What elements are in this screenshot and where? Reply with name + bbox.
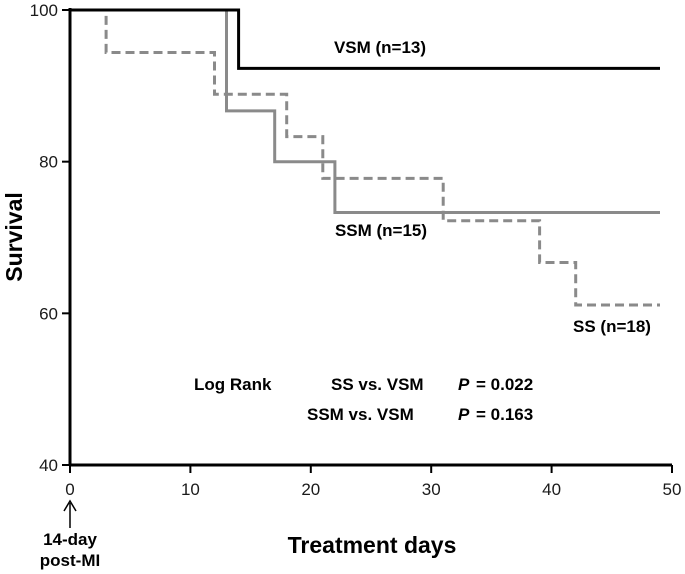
log-rank-label: Log Rank bbox=[194, 375, 272, 394]
series-label-ssm: SSM (n=15) bbox=[335, 221, 427, 240]
start-marker-label-line2: post-MI bbox=[40, 551, 100, 570]
series-label-ss: SS (n=18) bbox=[573, 317, 651, 336]
series-line-ss bbox=[70, 8, 660, 307]
series-label-vsm: VSM (n=13) bbox=[334, 38, 426, 57]
x-axis-title: Treatment days bbox=[288, 532, 457, 558]
x-tick-label-0: 0 bbox=[65, 480, 74, 499]
start-marker-arrow-head bbox=[63, 499, 77, 512]
comparison-1-p-label: P bbox=[458, 375, 470, 394]
series-line-ssm bbox=[70, 8, 660, 214]
x-tick-label-20: 20 bbox=[301, 480, 320, 499]
x-tick-label-40: 40 bbox=[542, 480, 561, 499]
x-tick-label-30: 30 bbox=[422, 480, 441, 499]
x-tick-label-10: 10 bbox=[181, 480, 200, 499]
series-lines bbox=[70, 8, 660, 307]
series-line-vsm bbox=[70, 8, 660, 70]
comparison-2-p-value: = 0.163 bbox=[476, 405, 533, 424]
comparison-2-pair: SSM vs. VSM bbox=[307, 405, 414, 424]
x-tick-label-50: 50 bbox=[663, 480, 682, 499]
y-axis-title: Survival bbox=[1, 192, 27, 282]
y-tick-label-100: 100 bbox=[30, 1, 58, 20]
start-marker-label-line1: 14-day bbox=[43, 530, 97, 549]
comparison-2-p-label: P bbox=[458, 405, 470, 424]
y-tick-label-60: 60 bbox=[39, 304, 58, 323]
comparison-1-pair: SS vs. VSM bbox=[331, 375, 424, 394]
y-tick-label-40: 40 bbox=[39, 456, 58, 475]
y-tick-label-80: 80 bbox=[39, 153, 58, 172]
axis-ticks: 40 60 80 100 0 10 20 30 40 50 bbox=[30, 1, 682, 499]
comparison-1-p-value: = 0.022 bbox=[476, 375, 533, 394]
